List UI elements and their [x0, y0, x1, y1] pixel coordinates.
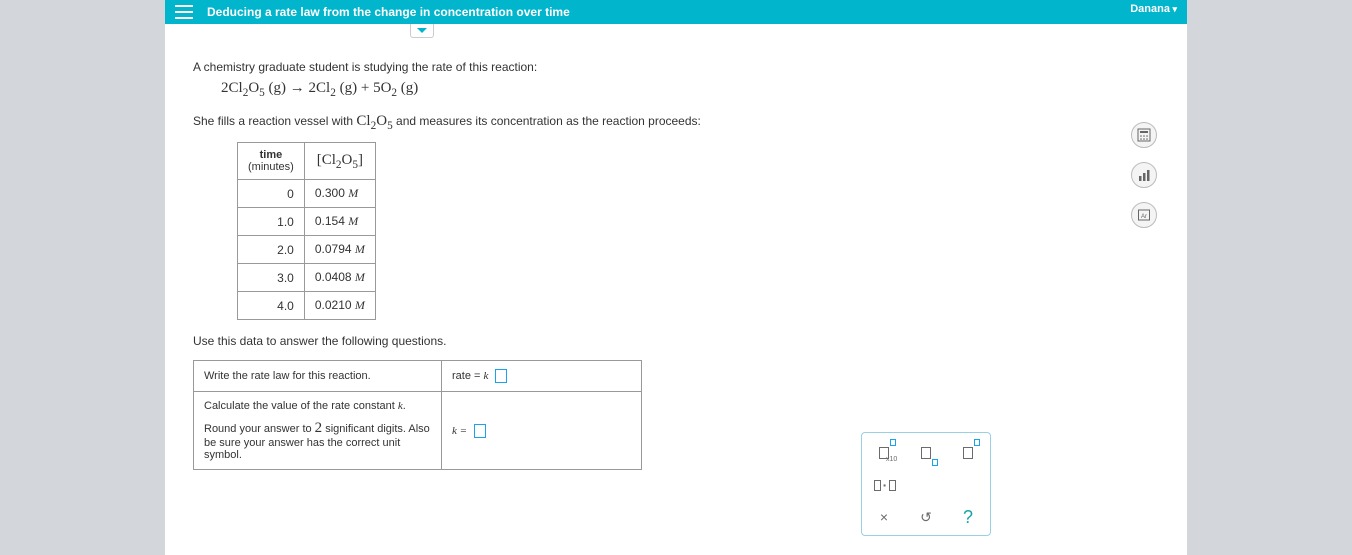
coeff: 5	[373, 80, 381, 96]
sub: 2	[391, 87, 397, 99]
outer-frame: Deducing a rate law from the change in c…	[0, 0, 1352, 555]
page-title: Deducing a rate law from the change in c…	[207, 5, 570, 19]
dropdown-tab[interactable]	[410, 24, 434, 38]
plus: +	[361, 80, 369, 96]
intro-line-2: She fills a reaction vessel with Cl2O5 a…	[193, 113, 1159, 132]
keq: k =	[452, 424, 467, 436]
bar-chart-icon[interactable]	[1131, 162, 1157, 188]
superscript-button[interactable]	[958, 443, 978, 463]
conc-cell: 0.0408 M	[304, 264, 375, 292]
txt: Round your answer to	[204, 423, 315, 435]
hdr-sub: (minutes)	[248, 161, 294, 173]
calculator-icon[interactable]	[1131, 122, 1157, 148]
content-area: A chemistry graduate student is studying…	[165, 24, 1187, 480]
time-cell: 0	[238, 180, 305, 208]
subscript-button[interactable]	[916, 443, 936, 463]
conc-cell: 0.0210 M	[304, 292, 375, 320]
clear-button[interactable]: ×	[874, 507, 894, 527]
side-icons: Ar	[1131, 122, 1157, 228]
help-button[interactable]: ?	[958, 507, 978, 527]
time-cell: 2.0	[238, 236, 305, 264]
species-inline: Cl2O5	[356, 113, 392, 129]
txt: She fills a reaction vessel with	[193, 114, 356, 128]
q2-answer-cell: k =	[442, 392, 642, 470]
coeff: 2	[221, 80, 229, 96]
time-cell: 1.0	[238, 208, 305, 236]
q1-prompt: Write the rate law for this reaction.	[194, 361, 442, 392]
periodic-table-icon[interactable]: Ar	[1131, 202, 1157, 228]
svg-text:Ar: Ar	[1141, 214, 1147, 220]
phase: (g)	[269, 80, 287, 96]
reaction-equation: 2Cl2O5 (g) → 2Cl2 (g) + 5O2 (g)	[221, 80, 1159, 99]
prompt-below: Use this data to answer the following qu…	[193, 334, 1159, 348]
txt: .	[403, 400, 406, 412]
conc-cell: 0.154 M	[304, 208, 375, 236]
txt: Calculate the value of the rate constant	[204, 400, 398, 412]
tool-palette: x10 · × ↺ ?	[861, 432, 991, 536]
time-cell: 3.0	[238, 264, 305, 292]
txt: and measures its concentration as the re…	[393, 114, 701, 128]
k: k	[484, 370, 489, 382]
sp: Cl	[316, 80, 330, 96]
sci-notation-button[interactable]: x10	[874, 443, 894, 463]
rate-constant-input[interactable]	[474, 424, 486, 438]
page-panel: Deducing a rate law from the change in c…	[165, 0, 1187, 555]
reset-button[interactable]: ↺	[916, 507, 936, 527]
rate-law-input[interactable]	[495, 369, 507, 383]
col-time-header: time (minutes)	[238, 143, 305, 180]
sub: 5	[259, 87, 265, 99]
phase: (g)	[340, 80, 358, 96]
time-cell: 4.0	[238, 292, 305, 320]
phase: (g)	[401, 80, 419, 96]
conc-cell: 0.0794 M	[304, 236, 375, 264]
intro-line-1: A chemistry graduate student is studying…	[193, 60, 1159, 74]
user-menu[interactable]: Danana	[1130, 3, 1177, 15]
dot-button[interactable]: ·	[874, 475, 896, 495]
q2-prompt: Calculate the value of the rate constant…	[194, 392, 442, 470]
txt: rate =	[452, 370, 484, 382]
q1-answer-cell: rate = k	[442, 361, 642, 392]
conc-cell: 0.300 M	[304, 180, 375, 208]
arrow: →	[290, 80, 305, 96]
header-bar: Deducing a rate law from the change in c…	[165, 0, 1187, 24]
sp: Cl	[229, 80, 243, 96]
sp: O	[248, 80, 259, 96]
dot: ·	[883, 477, 888, 493]
sp: O	[381, 80, 392, 96]
col-conc-header: [Cl2O5]	[304, 143, 375, 180]
answer-grid: Write the rate law for this reaction. ra…	[193, 360, 642, 470]
concentration-table: time (minutes) [Cl2O5] 00.300 M1.00.154 …	[237, 142, 376, 320]
menu-icon[interactable]	[175, 5, 193, 19]
sub: 2	[330, 87, 336, 99]
coeff: 2	[309, 80, 317, 96]
hdr: time	[248, 149, 294, 161]
